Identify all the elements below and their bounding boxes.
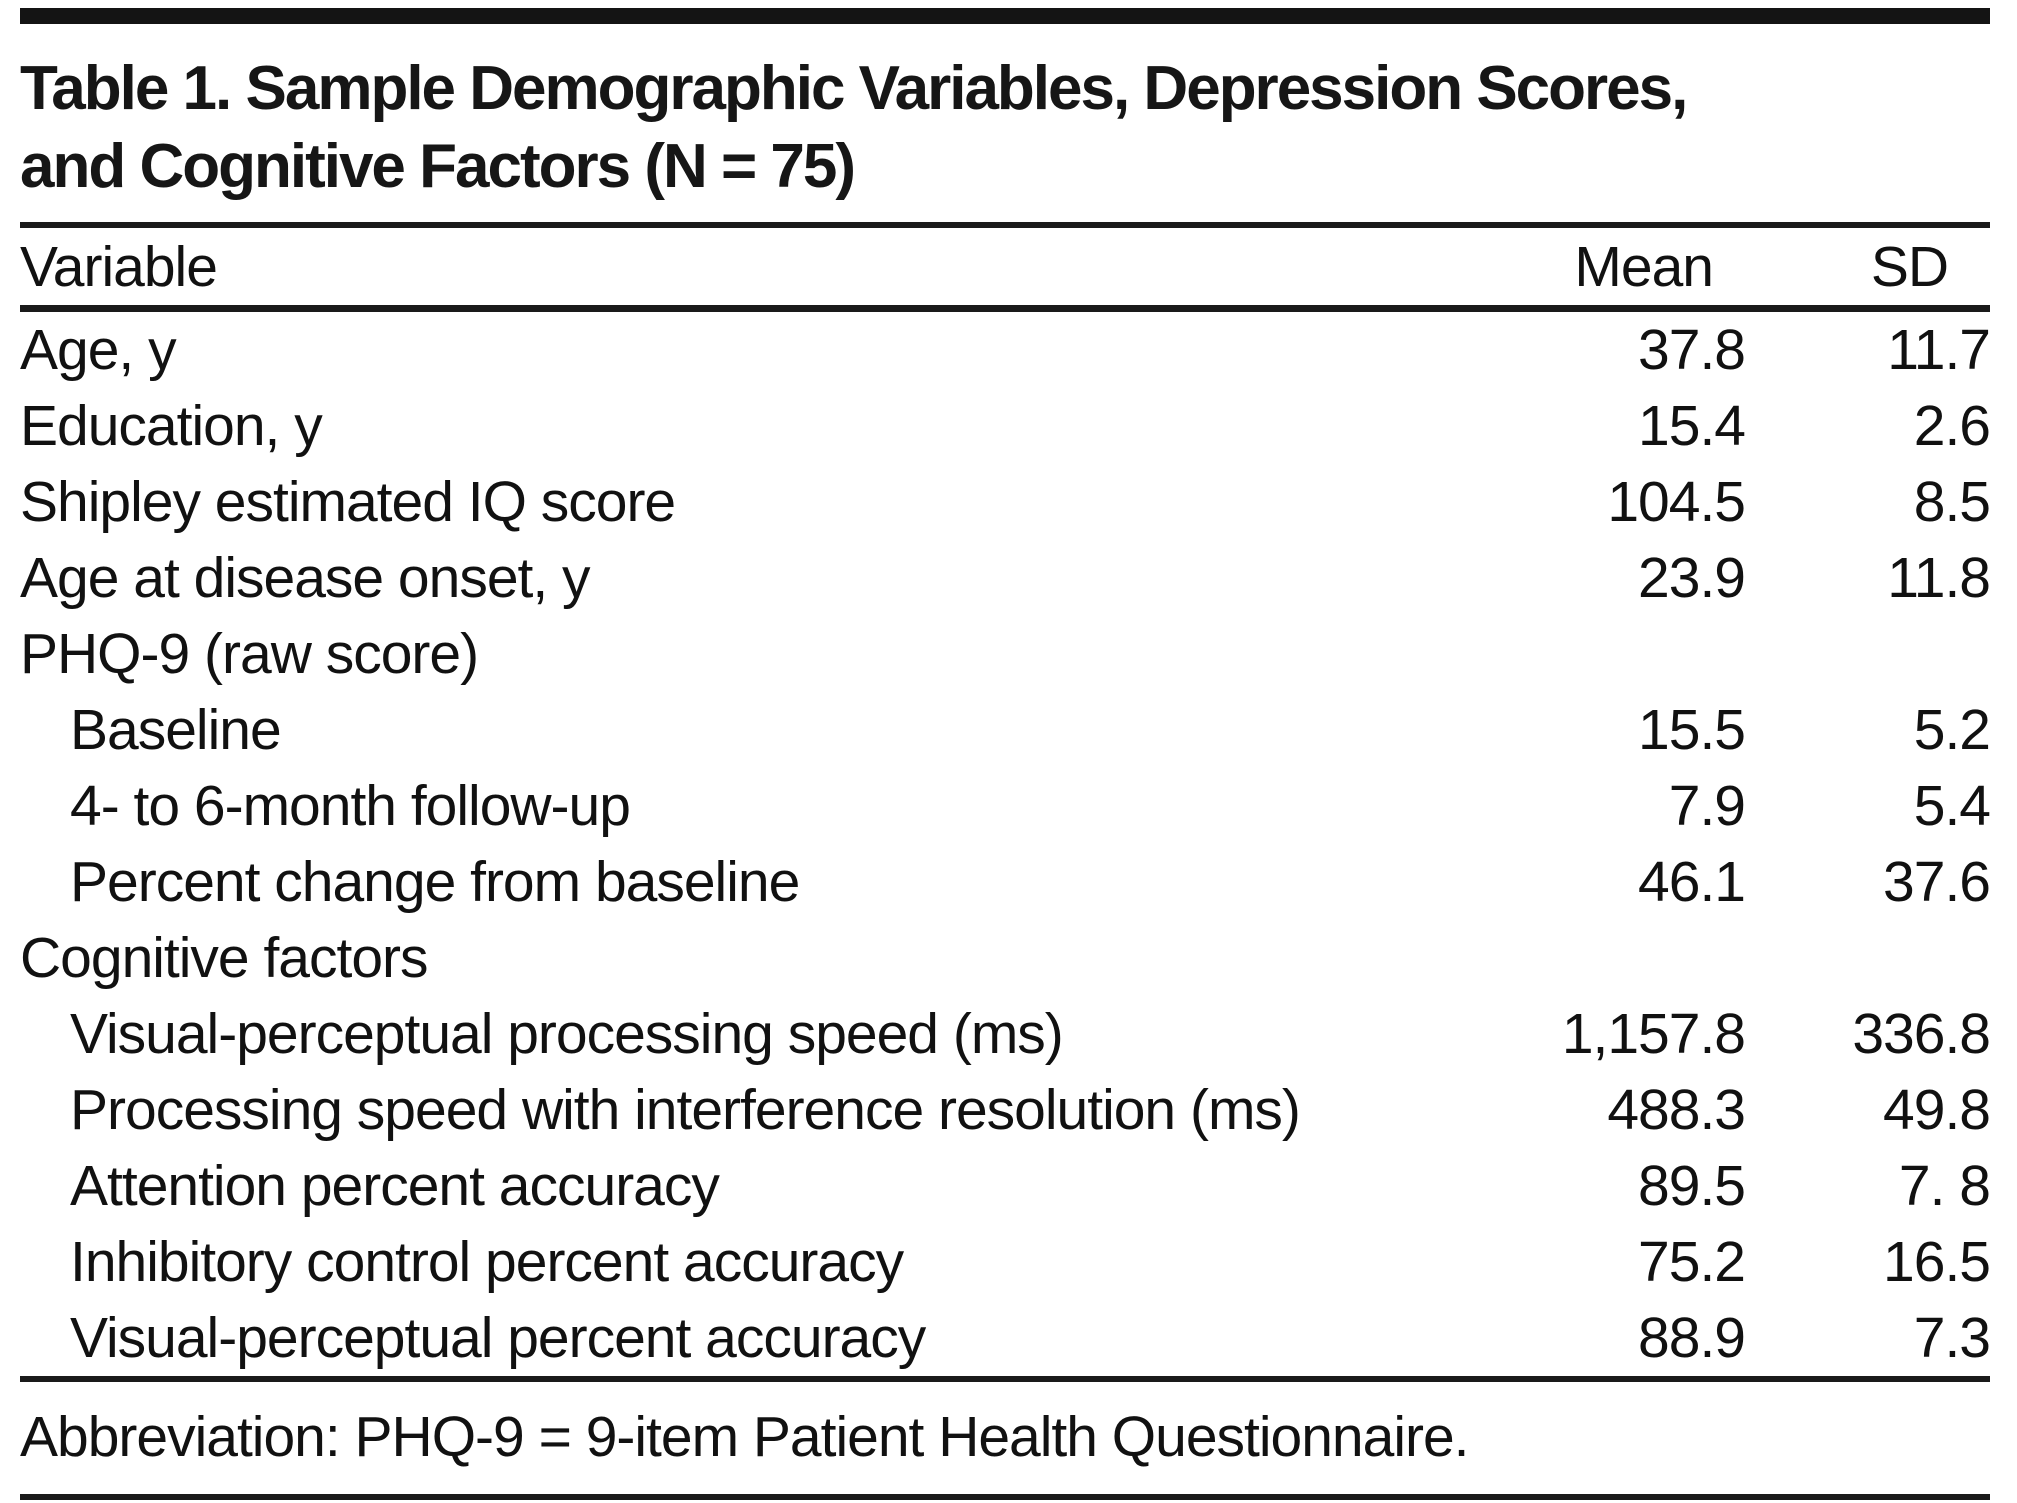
sd-value: 7. 8: [1898, 1154, 1991, 1218]
table-row: Processing speed with interference resol…: [20, 1072, 1991, 1148]
row-label: Cognitive factors: [20, 926, 429, 990]
sd-value: 336.8: [1852, 1002, 1991, 1066]
row-label: Baseline: [70, 698, 282, 762]
row-label: PHQ-9 (raw score): [20, 622, 479, 686]
table-row-section: Cognitive factors: [20, 920, 1990, 996]
sd-value: 11.7: [1887, 318, 1991, 382]
mean-value: 23.9: [1638, 546, 1746, 610]
rule-under-title: [20, 222, 1990, 228]
mean-value: 75.2: [1638, 1230, 1746, 1294]
mean-value: 7.9: [1668, 774, 1746, 838]
sd-value: 2.6: [1913, 394, 1991, 458]
mean-value: 46.1: [1638, 850, 1746, 914]
rule-under-header: [20, 305, 1990, 312]
table-row: Inhibitory control percent accuracy 75.2…: [20, 1224, 1991, 1300]
sd-value: 49.8: [1883, 1078, 1991, 1142]
table-title: Table 1. Sample Demographic Variables, D…: [20, 50, 1990, 206]
table-row-section: PHQ-9 (raw score): [20, 616, 1990, 692]
table-row: Visual-perceptual percent accuracy 88.9 …: [20, 1300, 1991, 1376]
column-header-mean: Mean: [1574, 234, 1714, 299]
sd-value: 8.5: [1913, 470, 1991, 534]
top-rule-bar: [20, 8, 1990, 24]
table-row: Age, y 37.8 11.7: [20, 312, 1991, 388]
sd-value: 5.2: [1913, 698, 1991, 762]
row-label: Attention percent accuracy: [70, 1154, 720, 1218]
sd-value: 7.3: [1913, 1306, 1991, 1370]
row-label: 4- to 6-month follow-up: [70, 774, 631, 838]
row-label: Processing speed with interference resol…: [70, 1078, 1301, 1142]
mean-value: 1,157.8: [1561, 1002, 1746, 1066]
table-row: Visual-perceptual processing speed (ms) …: [20, 996, 1991, 1072]
mean-value: 15.4: [1638, 394, 1746, 458]
mean-value: 37.8: [1638, 318, 1746, 382]
table-footnote: Abbreviation: PHQ-9 = 9-item Patient Hea…: [20, 1405, 1470, 1469]
table-title-line1: Table 1. Sample Demographic Variables, D…: [20, 54, 1688, 123]
rule-above-footnote: [20, 1376, 1990, 1382]
column-header-variable: Variable: [20, 234, 218, 299]
table-row: Education, y 15.4 2.6: [20, 388, 1991, 464]
row-label: Age at disease onset, y: [20, 546, 591, 610]
column-header-sd: SD: [1870, 234, 1949, 299]
bottom-rule: [20, 1494, 1990, 1500]
mean-value: 88.9: [1638, 1306, 1746, 1370]
row-label: Visual-perceptual percent accuracy: [70, 1306, 926, 1370]
mean-value: 15.5: [1638, 698, 1746, 762]
sd-value: 5.4: [1913, 774, 1991, 838]
table-row: Shipley estimated IQ score 104.5 8.5: [20, 464, 1991, 540]
row-label: Percent change from baseline: [70, 850, 800, 914]
table-row: Age at disease onset, y 23.9 11.8: [20, 540, 1991, 616]
sd-value: 16.5: [1883, 1230, 1991, 1294]
row-label: Age, y: [20, 318, 177, 382]
table-body: Age, y 37.8 11.7 Education, y 15.4 2.6 S…: [20, 312, 1991, 1376]
mean-value: 488.3: [1607, 1078, 1746, 1142]
table-row: Attention percent accuracy 89.5 7. 8: [20, 1148, 1991, 1224]
sd-value: 11.8: [1887, 546, 1991, 610]
column-header-row: Variable Mean SD: [20, 228, 1990, 305]
row-label: Shipley estimated IQ score: [20, 470, 676, 534]
mean-value: 89.5: [1638, 1154, 1746, 1218]
row-label: Inhibitory control percent accuracy: [70, 1230, 904, 1294]
sd-value: 37.6: [1883, 850, 1991, 914]
table-row: Baseline 15.5 5.2: [20, 692, 1991, 768]
table-row: Percent change from baseline 46.1 37.6: [20, 844, 1991, 920]
mean-value: 104.5: [1607, 470, 1746, 534]
row-label: Visual-perceptual processing speed (ms): [70, 1002, 1064, 1066]
table-title-line2: and Cognitive Factors (N = 75): [20, 132, 856, 201]
row-label: Education, y: [20, 394, 323, 458]
table-row: 4- to 6-month follow-up 7.9 5.4: [20, 768, 1991, 844]
